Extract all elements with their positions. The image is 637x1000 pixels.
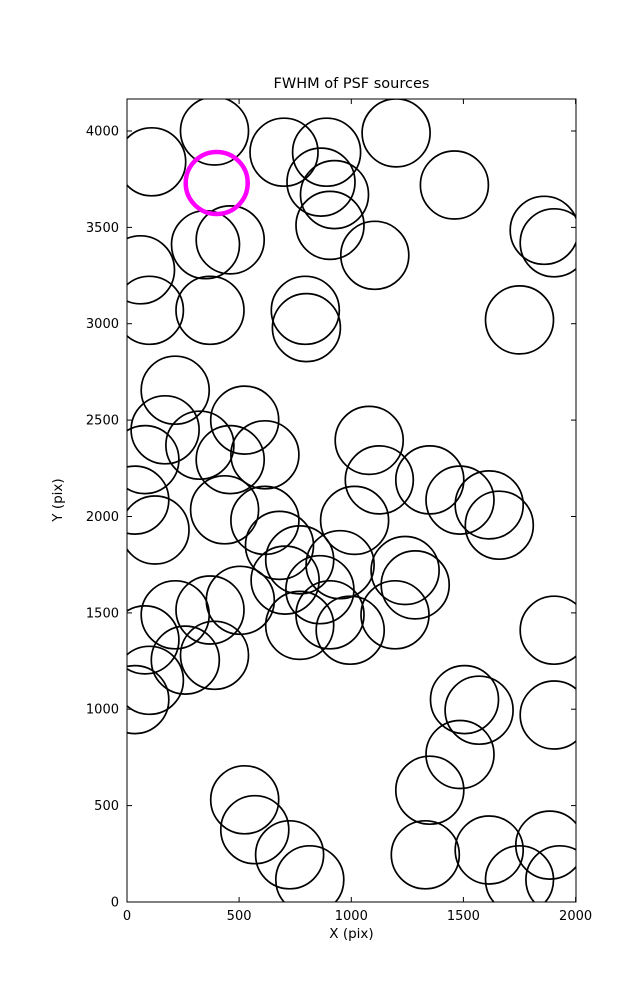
psf-source-circle [189, 474, 260, 545]
psf-source-circle [195, 205, 266, 275]
psf-source-circle [175, 575, 245, 645]
y-tick-label: 2000 [86, 510, 119, 525]
psf-source-circle [219, 794, 290, 865]
psf-source-circle [419, 150, 490, 220]
psf-source-circle [299, 159, 370, 230]
psf-source-circle [230, 419, 300, 490]
psf-source-circle [209, 764, 280, 835]
x-tick-label: 1000 [335, 909, 368, 924]
psf-source-circle [394, 755, 465, 826]
psf-source-circle [270, 275, 341, 346]
psf-source-circle [175, 275, 245, 346]
psf-source-circle [140, 355, 211, 426]
y-tick-label: 500 [94, 799, 119, 814]
psf-source-circle [127, 605, 180, 675]
tick-marks [126, 99, 577, 903]
psf-source-circle [274, 844, 345, 902]
psf-source-circle [454, 470, 525, 540]
psf-source-circle [230, 485, 300, 556]
x-axis-label: X (pix) [329, 926, 374, 942]
data-points-layer [127, 99, 576, 902]
psf-source-circle [165, 410, 235, 481]
psf-source-circle [390, 819, 461, 890]
psf-source-circle [271, 292, 342, 363]
psf-source-circle [130, 394, 200, 465]
psf-source-circle [140, 579, 211, 650]
y-tick-label: 2500 [86, 414, 119, 429]
highlighted-psf-source-circle [183, 149, 250, 217]
psf-source-circle [264, 525, 335, 595]
psf-source-circle [319, 485, 390, 556]
psf-source-circle [286, 147, 356, 217]
psf-source-circle [264, 590, 335, 661]
psf-source-circle [250, 545, 320, 615]
psf-source-circle [127, 126, 187, 197]
psf-source-circle [425, 719, 495, 790]
y-tick-label: 3500 [86, 221, 119, 236]
psf-source-circle [244, 510, 315, 581]
y-tick-label: 1000 [86, 703, 119, 718]
psf-source-circle [339, 220, 410, 291]
x-tick-label: 2000 [559, 909, 592, 924]
y-tick-label: 4000 [86, 125, 119, 140]
psf-source-circle [514, 810, 576, 880]
psf-source-circle [509, 195, 576, 266]
x-tick-label: 1500 [447, 909, 480, 924]
psf-source-circle [444, 675, 514, 746]
psf-source-circle [519, 680, 576, 750]
psf-source-circle [127, 645, 185, 716]
psf-source-circle [295, 579, 365, 650]
psf-source-circle [127, 664, 170, 735]
psf-source-circle [394, 445, 465, 515]
psf-source-circle [464, 490, 535, 561]
psf-source-circle [209, 385, 280, 455]
psf-source-circle [305, 529, 375, 600]
psf-source-circle [361, 99, 431, 168]
psf-source-circle [334, 405, 405, 476]
y-tick-label: 3000 [86, 317, 119, 332]
psf-source-circle [315, 595, 386, 666]
psf-source-circle [179, 99, 250, 166]
psf-source-circle [249, 117, 319, 188]
psf-source-circle [519, 207, 576, 278]
y-tick-label: 1500 [86, 606, 119, 621]
x-tick-label: 0 [123, 909, 131, 924]
psf-source-circle [127, 234, 176, 305]
psf-source-circle [454, 815, 525, 885]
psf-source-circle [127, 275, 185, 346]
psf-source-circle [195, 424, 266, 495]
psf-source-circle [344, 445, 415, 515]
psf-source-circle [295, 190, 365, 261]
y-tick-label: 0 [111, 896, 119, 911]
psf-source-circle [380, 550, 451, 620]
psf-source-circle [484, 285, 555, 355]
psf-source-circle [127, 424, 180, 495]
psf-source-circle [254, 819, 325, 890]
x-tick-label: 500 [227, 909, 252, 924]
psf-source-circle [425, 465, 495, 535]
psf-source-circle [360, 579, 430, 650]
psf-source-circle [179, 620, 250, 691]
tick-labels: 0 500 1000 1500 2000 0 500 1000 1500 2000 2500 3000… [86, 125, 592, 925]
psf-source-circle [127, 465, 170, 535]
psf-source-circle [429, 664, 500, 735]
psf-source-circle [484, 844, 555, 902]
psf-source-circle [519, 595, 576, 666]
psf-source-circle [370, 535, 440, 606]
psf-source-circle [291, 117, 362, 188]
psf-source-circle [525, 844, 576, 902]
psf-source-circle [170, 209, 241, 280]
y-axis-label: Y (pix) [50, 478, 66, 522]
psf-source-circle [150, 625, 221, 695]
psf-source-circle [127, 495, 190, 565]
chart-title: FWHM of PSF sources [273, 76, 430, 92]
